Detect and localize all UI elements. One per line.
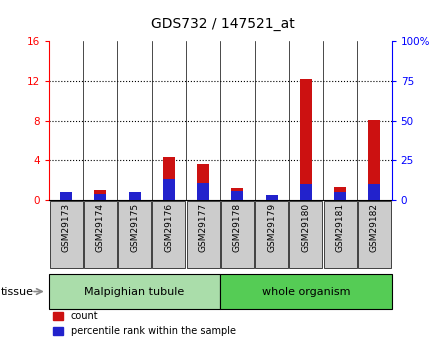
- FancyBboxPatch shape: [324, 201, 356, 268]
- Text: GSM29182: GSM29182: [370, 203, 379, 252]
- Text: whole organism: whole organism: [262, 287, 350, 296]
- Bar: [266, 195, 278, 200]
- Bar: [163, 179, 175, 200]
- Bar: [368, 120, 380, 200]
- Text: GSM29176: GSM29176: [164, 203, 174, 252]
- FancyBboxPatch shape: [49, 275, 220, 308]
- Text: GSM29178: GSM29178: [233, 203, 242, 252]
- Bar: [231, 190, 243, 200]
- FancyBboxPatch shape: [255, 201, 288, 268]
- Bar: [231, 188, 243, 200]
- FancyBboxPatch shape: [187, 201, 219, 268]
- Bar: [334, 187, 346, 200]
- Bar: [94, 190, 106, 200]
- Text: GDS732 / 147521_at: GDS732 / 147521_at: [150, 17, 295, 31]
- FancyBboxPatch shape: [220, 275, 392, 308]
- Text: Malpighian tubule: Malpighian tubule: [85, 287, 185, 296]
- Bar: [368, 184, 380, 200]
- Text: GSM29180: GSM29180: [301, 203, 311, 252]
- Bar: [94, 194, 106, 200]
- FancyBboxPatch shape: [50, 201, 82, 268]
- FancyBboxPatch shape: [221, 201, 254, 268]
- FancyBboxPatch shape: [84, 201, 117, 268]
- Text: GSM29175: GSM29175: [130, 203, 139, 252]
- Bar: [163, 157, 175, 200]
- Legend: count, percentile rank within the sample: count, percentile rank within the sample: [49, 307, 240, 340]
- Bar: [60, 192, 72, 200]
- FancyBboxPatch shape: [358, 201, 391, 268]
- Bar: [300, 184, 312, 200]
- Bar: [300, 79, 312, 200]
- Bar: [129, 192, 141, 200]
- Text: tissue: tissue: [1, 287, 34, 296]
- FancyBboxPatch shape: [153, 201, 185, 268]
- Bar: [60, 193, 72, 200]
- Bar: [197, 183, 209, 200]
- Bar: [197, 164, 209, 200]
- Text: GSM29181: GSM29181: [336, 203, 345, 252]
- Text: GSM29174: GSM29174: [96, 203, 105, 252]
- FancyBboxPatch shape: [118, 201, 151, 268]
- Bar: [334, 192, 346, 200]
- FancyBboxPatch shape: [290, 201, 322, 268]
- Bar: [266, 196, 278, 200]
- Text: GSM29177: GSM29177: [198, 203, 208, 252]
- Bar: [129, 195, 141, 200]
- Text: GSM29179: GSM29179: [267, 203, 276, 252]
- Text: GSM29173: GSM29173: [61, 203, 71, 252]
